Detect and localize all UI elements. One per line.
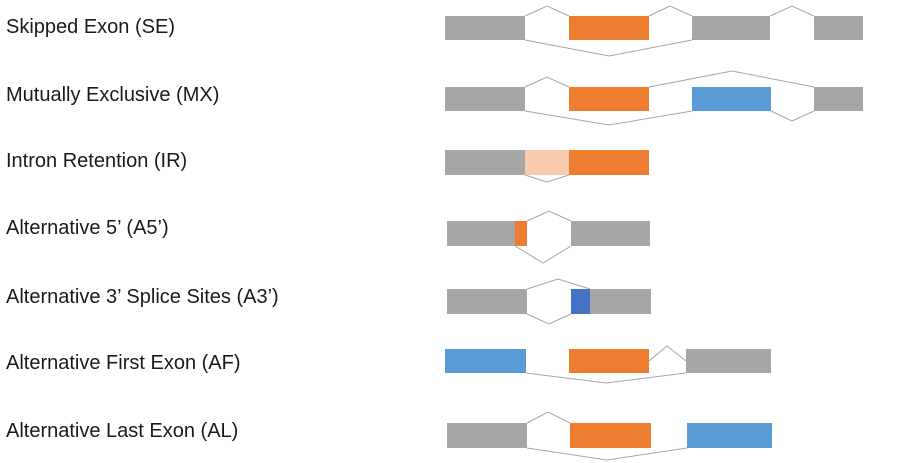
se-exon-4 xyxy=(814,16,863,40)
row-label-af: Alternative First Exon (AF) xyxy=(6,352,241,374)
a5-junction-upper xyxy=(526,210,572,222)
se-junction-upper xyxy=(524,5,570,17)
af-junction-upper xyxy=(648,345,687,362)
se-junction-upper xyxy=(648,5,693,17)
se-junction-upper xyxy=(769,5,815,17)
af-exon-blue xyxy=(445,349,526,373)
row-label-se: Skipped Exon (SE) xyxy=(6,16,175,38)
row-label-a5: Alternative 5’ (A5’) xyxy=(6,217,169,239)
a3-alt-extension xyxy=(571,289,590,314)
al-exon-blue xyxy=(687,423,772,448)
se-junction-skip xyxy=(524,39,693,57)
a3-junction-lower xyxy=(526,313,572,325)
ir-exon-1 xyxy=(445,150,525,175)
mx-junction-upper xyxy=(648,70,815,88)
a5-junction-lower xyxy=(514,245,572,264)
af-exon-orange xyxy=(569,349,649,373)
a5-alt-extension xyxy=(515,221,527,246)
row-label-a3: Alternative 3’ Splice Sites (A3’) xyxy=(6,286,279,308)
al-exon-first xyxy=(447,423,527,448)
a3-exon-1 xyxy=(447,289,527,314)
a3-junction-upper xyxy=(526,278,591,290)
a5-exon-1 xyxy=(447,221,515,246)
mx-junction-upper xyxy=(524,76,570,88)
se-exon-3 xyxy=(692,16,770,40)
row-label-al: Alternative Last Exon (AL) xyxy=(6,420,239,442)
mx-exon-blue xyxy=(692,87,771,111)
al-junction-upper xyxy=(526,411,571,424)
mx-exon-1 xyxy=(445,87,525,111)
mx-junction-lower xyxy=(524,110,693,126)
af-junction-lower xyxy=(525,372,687,384)
al-exon-orange xyxy=(570,423,651,448)
mx-exon-4 xyxy=(814,87,863,111)
a5-exon-2 xyxy=(571,221,650,246)
row-label-mx: Mutually Exclusive (MX) xyxy=(6,84,220,106)
af-exon-last xyxy=(686,349,771,373)
ir-retained-intron xyxy=(525,150,569,175)
row-label-ir: Intron Retention (IR) xyxy=(6,150,188,172)
ir-junction-lower xyxy=(524,174,570,183)
se-exon-1 xyxy=(445,16,525,40)
se-exon-skipped xyxy=(569,16,649,40)
mx-exon-orange xyxy=(569,87,649,111)
al-junction-lower xyxy=(526,447,688,461)
a3-exon-2 xyxy=(590,289,651,314)
mx-junction-lower xyxy=(770,110,815,122)
ir-exon-2 xyxy=(569,150,649,175)
